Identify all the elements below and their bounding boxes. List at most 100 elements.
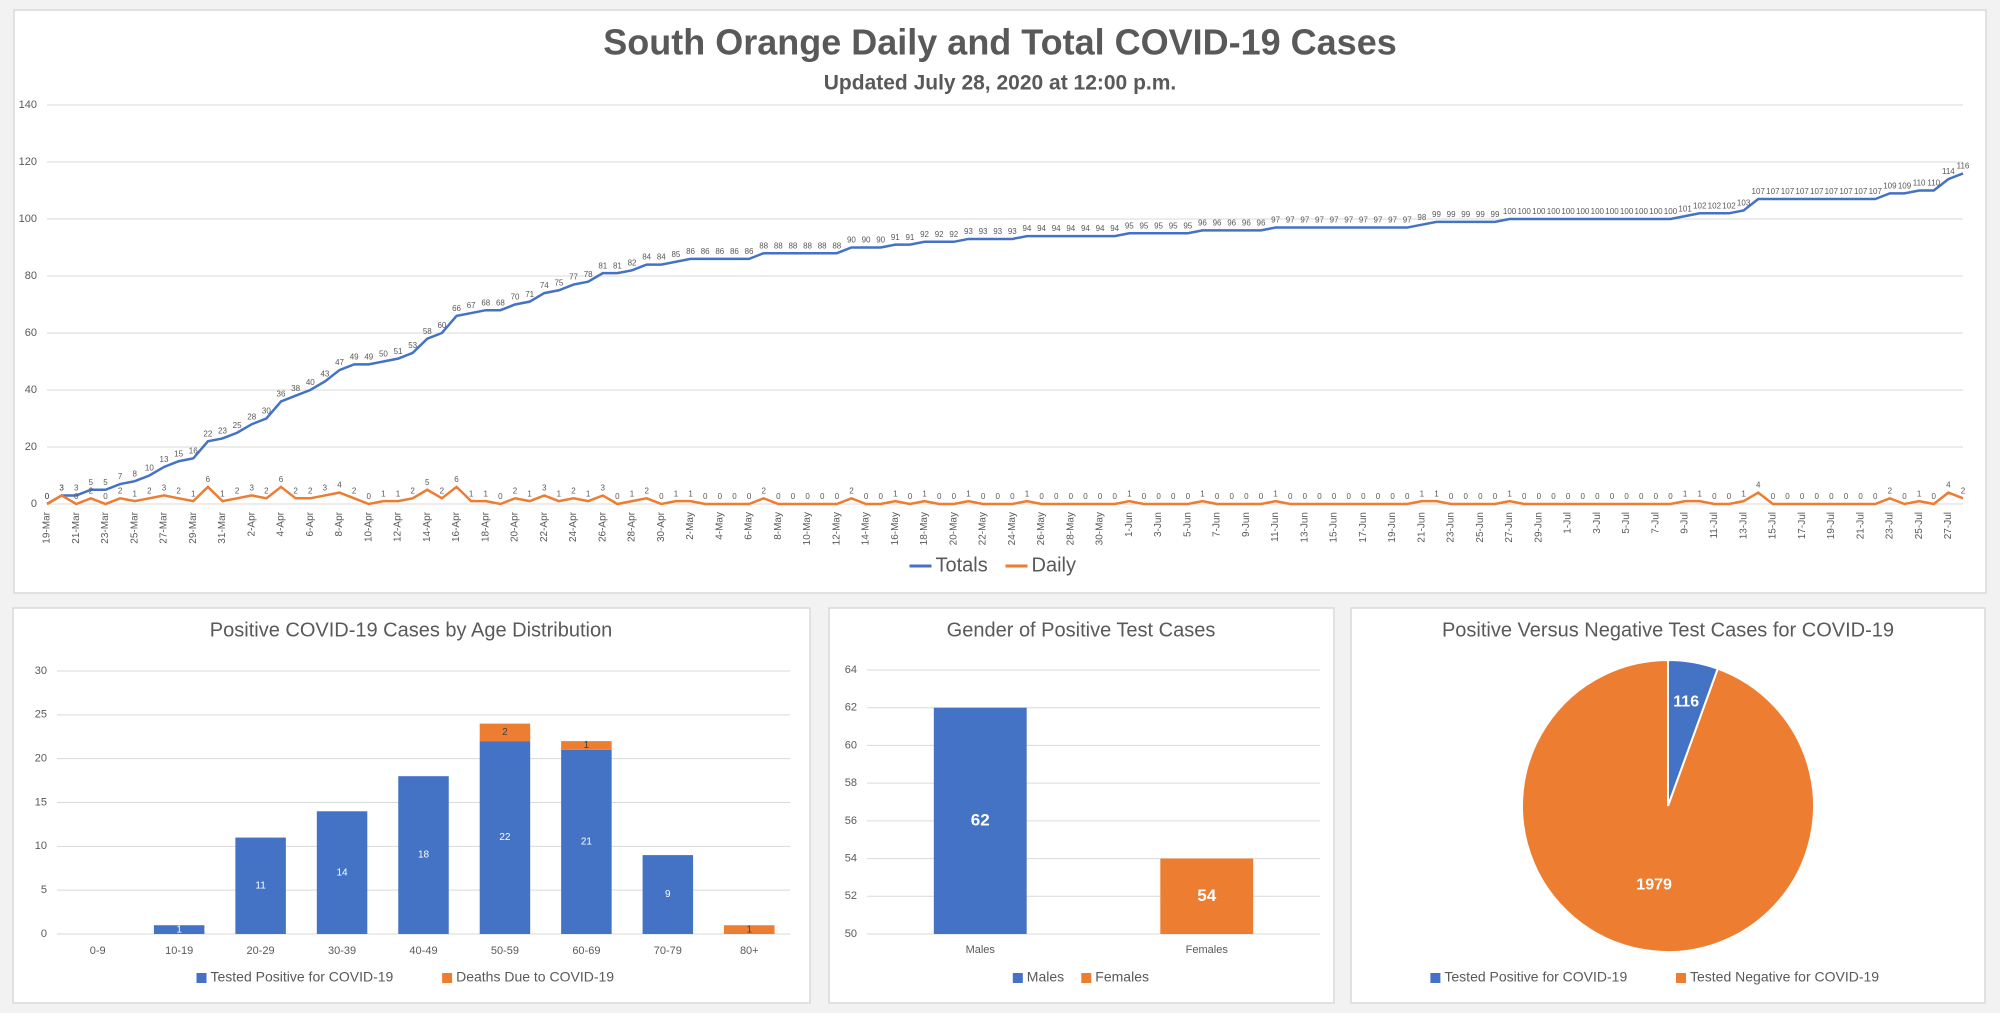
line-series	[46, 485, 1964, 506]
data-label: 2	[761, 486, 766, 495]
x-tick-label: 7-Jun	[1212, 512, 1223, 537]
data-label: 0	[659, 492, 664, 501]
x-tick-label: 5-Jun	[1182, 512, 1193, 537]
bar-segment	[561, 741, 612, 750]
x-tick-label: 15-Jul	[1768, 512, 1779, 539]
x-tick-label: 30-39	[328, 945, 356, 957]
data-label: 86	[715, 247, 724, 256]
x-tick-label: 19-Mar	[42, 511, 53, 543]
data-label: 0	[1610, 492, 1615, 501]
data-label: 84	[657, 253, 666, 262]
data-label: 0	[1069, 492, 1074, 501]
x-tick-label: 29-Mar	[188, 511, 199, 543]
data-label: 1	[133, 489, 138, 498]
y-tick-label: 140	[19, 99, 37, 111]
data-label: 0	[1771, 492, 1776, 501]
data-label: 114	[1942, 167, 1955, 176]
data-label: 97	[1315, 216, 1324, 225]
data-label: 0	[1229, 492, 1234, 501]
x-tick-label: 31-Mar	[217, 511, 228, 543]
y-tick-label: 60	[25, 327, 37, 339]
data-label: 60	[437, 321, 446, 330]
data-label: 82	[628, 258, 637, 267]
data-label: 1	[584, 740, 590, 751]
data-label: 1	[1127, 489, 1132, 498]
data-label: 0	[45, 492, 50, 501]
data-label: 70	[511, 293, 520, 302]
data-label: 86	[745, 247, 754, 256]
data-label: 94	[1110, 224, 1119, 233]
y-tick-label: 60	[845, 739, 857, 751]
data-label: 75	[554, 278, 563, 287]
data-label: 36	[277, 390, 286, 399]
legend-label: Tested Positive for COVID-19	[211, 969, 394, 985]
data-label: 21	[581, 837, 593, 848]
data-label: 3	[74, 484, 79, 493]
data-label: 88	[759, 241, 768, 250]
x-tick-label: 28-Apr	[627, 511, 638, 542]
data-label: 0	[878, 492, 883, 501]
data-label: 100	[1547, 207, 1561, 216]
x-tick-label: 8-Apr	[334, 511, 345, 536]
x-tick-label: 14-May	[861, 512, 872, 545]
data-label: 0	[1083, 492, 1088, 501]
data-label: 1	[674, 489, 679, 498]
data-label: 97	[1271, 216, 1280, 225]
data-label: 109	[1883, 181, 1897, 190]
x-tick-label: 2-Apr	[246, 511, 257, 536]
data-label: 0	[1317, 492, 1322, 501]
data-label: 100	[1591, 207, 1605, 216]
x-tick-label: 22-May	[978, 512, 989, 545]
data-label: 1	[630, 489, 635, 498]
data-label: 0	[1405, 492, 1410, 501]
data-label: 0	[1932, 492, 1937, 501]
data-label: 1	[586, 489, 591, 498]
data-label: 2	[176, 486, 181, 495]
data-label: 0	[103, 492, 108, 501]
data-label: 50	[379, 350, 388, 359]
data-label: 100	[1620, 207, 1634, 216]
x-tick-label: 11-Jul	[1709, 512, 1720, 539]
data-label: 38	[291, 384, 300, 393]
data-label: 2	[293, 486, 298, 495]
data-label: 68	[481, 298, 490, 307]
y-tick-label: 10	[35, 840, 47, 852]
data-label: 1	[1698, 489, 1703, 498]
data-label: 94	[1096, 224, 1105, 233]
data-label: 94	[1037, 224, 1046, 233]
data-label: 2	[118, 486, 123, 495]
x-tick-label: 13-Jul	[1738, 512, 1749, 539]
bar-segment	[642, 855, 694, 934]
data-label: 0	[1800, 492, 1805, 501]
data-label: 3	[162, 484, 167, 493]
data-label: 25	[233, 421, 242, 430]
data-label: 2	[410, 486, 415, 495]
data-label: 100	[1635, 207, 1649, 216]
data-label: 88	[774, 241, 783, 250]
data-label: 0	[952, 492, 957, 501]
x-tick-label: 60-69	[572, 945, 600, 957]
data-label: 96	[1198, 219, 1207, 228]
data-label: 0	[1463, 492, 1468, 501]
legend-swatch	[442, 973, 453, 983]
chart-title: Positive COVID-19 Cases by Age Distribut…	[210, 619, 612, 641]
data-label: 67	[467, 301, 476, 310]
data-label: 107	[1825, 187, 1839, 196]
x-tick-label: 17-Jun	[1358, 512, 1369, 543]
y-tick-label: 50	[845, 928, 857, 940]
x-tick-label: 28-May	[1065, 512, 1076, 545]
data-label: 0	[732, 492, 737, 501]
data-label: 16	[189, 447, 198, 456]
data-label: 85	[671, 250, 680, 259]
data-label: 54	[1197, 886, 1216, 905]
data-label: 78	[584, 270, 593, 279]
panel-gender	[828, 607, 1335, 1004]
data-label: 2	[1888, 486, 1893, 495]
x-tick-label: 14-Apr	[422, 511, 433, 542]
x-tick-label: 15-Jun	[1329, 512, 1340, 543]
data-label: 107	[1752, 187, 1766, 196]
data-label: 101	[1678, 204, 1692, 213]
data-label: 0	[1785, 492, 1790, 501]
data-label: 10	[145, 464, 154, 473]
data-label: 97	[1403, 216, 1412, 225]
